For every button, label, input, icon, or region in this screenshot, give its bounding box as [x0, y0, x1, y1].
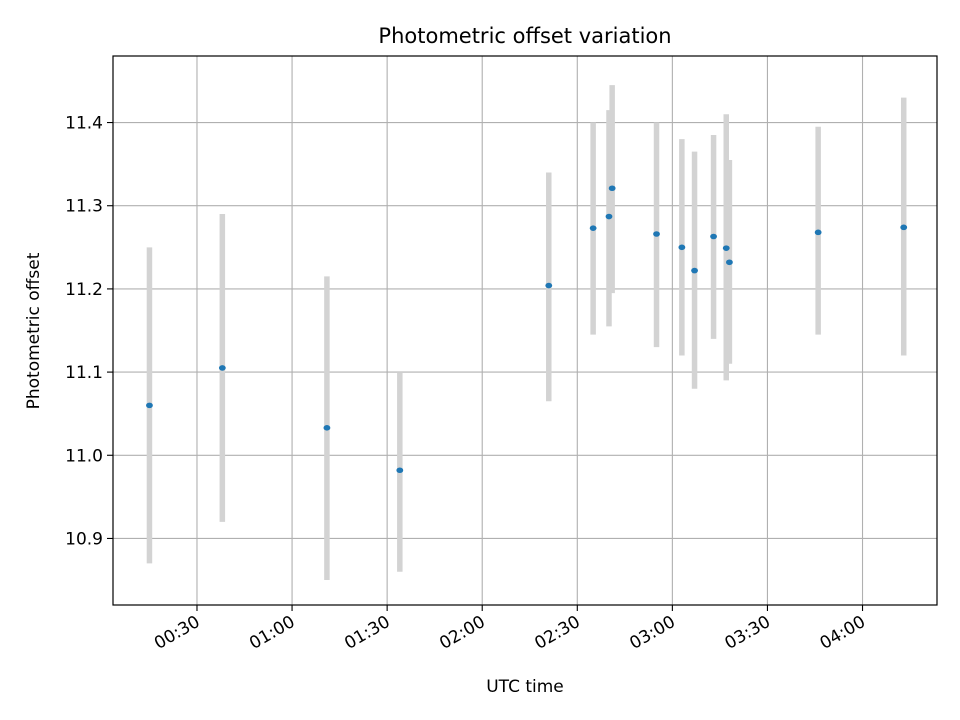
y-tick-label: 10.9: [65, 529, 103, 549]
y-axis: 10.9 11.0 11.1 11.2 11.3 11.4: [65, 114, 113, 549]
x-tick-label: 02:30: [531, 612, 583, 654]
grid: [113, 56, 937, 605]
data-point: [323, 425, 331, 431]
data-point: [814, 229, 822, 236]
data-point: [146, 402, 153, 409]
data-point: [726, 259, 733, 266]
data-points: [146, 185, 908, 474]
data-point: [396, 467, 404, 474]
data-point: [710, 233, 717, 240]
data-point: [605, 213, 613, 220]
x-tick-label: 03:00: [626, 612, 678, 654]
data-point: [722, 245, 730, 251]
data-point: [653, 231, 660, 237]
data-point: [608, 185, 616, 192]
data-point: [678, 244, 686, 251]
x-axis-label: UTC time: [486, 677, 564, 697]
y-tick-label: 11.2: [65, 280, 103, 300]
data-point: [545, 282, 553, 289]
error-bars: [146, 85, 907, 581]
y-tick-label: 11.4: [65, 114, 103, 134]
data-point: [691, 267, 698, 274]
x-tick-label: 04:00: [817, 612, 869, 654]
y-tick-label: 11.1: [65, 363, 103, 383]
plot-frame: [112, 55, 938, 606]
chart-title: Photometric offset variation: [378, 24, 671, 48]
data-point: [218, 365, 226, 371]
x-axis: 00:30 01:00 01:30 02:00 02:30 03:00 03:30 04:00: [151, 605, 869, 654]
data-point: [900, 224, 908, 231]
x-tick-label: 03:30: [722, 612, 774, 654]
y-tick-label: 11.3: [65, 197, 103, 217]
y-tick-label: 11.0: [65, 446, 103, 466]
x-tick-label: 01:00: [246, 612, 298, 654]
x-tick-label: 00:30: [151, 612, 203, 654]
x-tick-label: 01:30: [341, 612, 393, 654]
x-tick-label: 02:00: [436, 612, 488, 654]
data-point: [589, 225, 597, 231]
y-axis-label: Photometric offset: [24, 252, 44, 409]
